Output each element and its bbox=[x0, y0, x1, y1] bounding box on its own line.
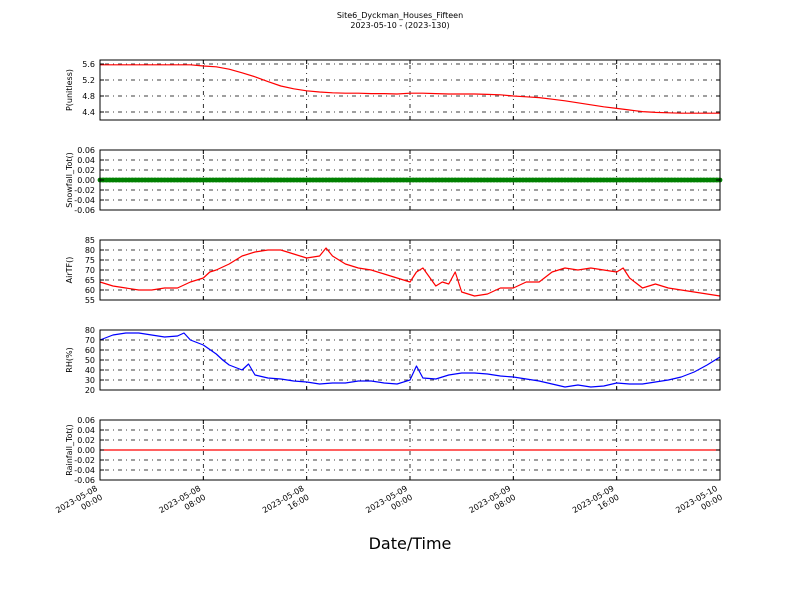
y-tick-label: 20 bbox=[85, 386, 95, 395]
y-tick-label: 4.8 bbox=[82, 92, 95, 101]
series-line bbox=[100, 64, 720, 114]
subplot-5: -0.06-0.04-0.020.000.020.040.06Rainfall_… bbox=[65, 416, 721, 485]
y-tick-label: 80 bbox=[85, 246, 95, 255]
y-axis-label: P(unitless) bbox=[65, 69, 74, 111]
y-tick-label: 0.06 bbox=[77, 416, 95, 425]
y-tick-label: 55 bbox=[85, 296, 95, 305]
chart-subtitle: 2023-05-10 - (2023-130) bbox=[350, 21, 450, 30]
y-tick-label: 5.6 bbox=[82, 60, 95, 69]
y-axis-label: RH(%) bbox=[65, 347, 74, 372]
x-tick-label: 2023-05-0900:00 bbox=[364, 484, 414, 524]
y-tick-label: 0.04 bbox=[77, 156, 95, 165]
y-axis-label: AirTF() bbox=[65, 257, 74, 284]
y-tick-label: 70 bbox=[85, 266, 95, 275]
y-tick-label: 5.2 bbox=[82, 76, 95, 85]
x-tick-label: 2023-05-0800:00 bbox=[54, 484, 104, 524]
chart-title: Site6_Dyckman_Houses_Fifteen bbox=[336, 11, 464, 20]
y-tick-label: -0.04 bbox=[74, 196, 95, 205]
series-line bbox=[99, 332, 721, 388]
x-tick-label: 2023-05-0908:00 bbox=[468, 484, 518, 524]
y-tick-label: -0.02 bbox=[74, 186, 95, 195]
y-tick-label: -0.02 bbox=[74, 456, 95, 465]
x-tick-labels: 2023-05-0800:00 2023-05-0808:00 2023-05-08… bbox=[54, 484, 724, 524]
x-tick-label: 2023-05-1000:00 bbox=[674, 484, 724, 524]
y-tick-label: 85 bbox=[85, 236, 95, 245]
y-axis-label: Snowfall_Tot() bbox=[65, 152, 74, 208]
x-tick-label: 2023-05-0816:00 bbox=[261, 484, 311, 524]
y-tick-label: 0.00 bbox=[77, 176, 95, 185]
y-tick-label: -0.06 bbox=[74, 476, 95, 485]
y-tick-label: 65 bbox=[85, 276, 95, 285]
series-markers bbox=[97, 177, 723, 183]
y-tick-label: 0.02 bbox=[77, 436, 95, 445]
subplot-2: -0.06-0.04-0.020.000.020.040.06Snowfall_… bbox=[65, 146, 723, 215]
y-tick-label: 60 bbox=[85, 286, 95, 295]
y-tick-label: 0.02 bbox=[77, 166, 95, 175]
y-tick-label: 0.00 bbox=[77, 446, 95, 455]
y-tick-label: -0.06 bbox=[74, 206, 95, 215]
series-line bbox=[99, 247, 721, 297]
y-tick-label: 80 bbox=[85, 326, 95, 335]
subplot-1: 4.4 4.8 5.2 5.6 P(unitless) bbox=[65, 59, 721, 121]
x-axis-label: Date/Time bbox=[368, 534, 452, 553]
y-tick-label: 70 bbox=[85, 336, 95, 345]
y-tick-label: 75 bbox=[85, 256, 95, 265]
y-tick-label: 60 bbox=[85, 346, 95, 355]
y-tick-label: 0.06 bbox=[77, 146, 95, 155]
y-tick-label: -0.04 bbox=[74, 466, 95, 475]
x-tick-label: 2023-05-0808:00 bbox=[158, 484, 208, 524]
y-tick-label: 40 bbox=[85, 366, 95, 375]
y-tick-label: 30 bbox=[85, 376, 95, 385]
y-tick-label: 0.04 bbox=[77, 426, 95, 435]
y-tick-label: 4.4 bbox=[82, 108, 95, 117]
y-axis-label: Rainfall_Tot() bbox=[65, 424, 74, 476]
y-tick-label: 50 bbox=[85, 356, 95, 365]
x-tick-label: 2023-05-0916:00 bbox=[571, 484, 621, 524]
